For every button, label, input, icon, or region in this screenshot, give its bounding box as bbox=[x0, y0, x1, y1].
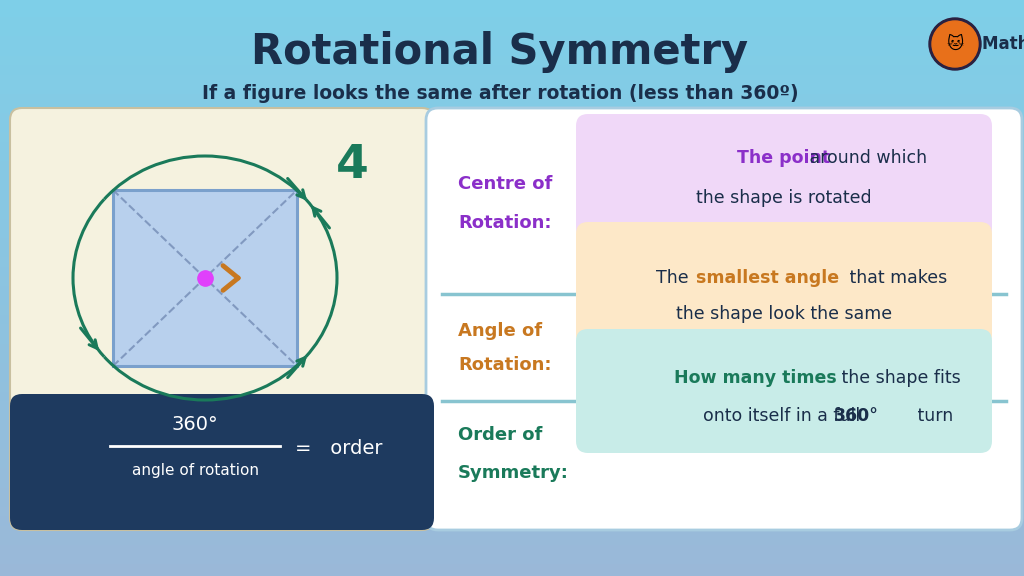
Text: the shape look the same: the shape look the same bbox=[676, 305, 892, 323]
Text: 4: 4 bbox=[336, 142, 369, 188]
Bar bbox=[0, 267, 1024, 278]
FancyBboxPatch shape bbox=[10, 394, 434, 530]
Text: If a figure looks the same after rotation (less than 360º): If a figure looks the same after rotatio… bbox=[202, 84, 799, 103]
Bar bbox=[0, 142, 1024, 154]
Text: How many times: How many times bbox=[674, 369, 837, 387]
Text: Rotation:: Rotation: bbox=[458, 214, 552, 232]
Bar bbox=[0, 545, 1024, 557]
Bar bbox=[0, 373, 1024, 384]
Bar bbox=[0, 449, 1024, 461]
Bar bbox=[0, 161, 1024, 173]
FancyBboxPatch shape bbox=[575, 222, 992, 346]
Bar bbox=[0, 65, 1024, 77]
Circle shape bbox=[932, 21, 978, 67]
Text: around which: around which bbox=[805, 149, 928, 167]
FancyBboxPatch shape bbox=[10, 108, 434, 530]
Bar bbox=[0, 75, 1024, 86]
Text: that makes: that makes bbox=[844, 269, 947, 287]
Bar bbox=[0, 171, 1024, 183]
Bar bbox=[0, 219, 1024, 230]
Bar bbox=[0, 200, 1024, 211]
Bar bbox=[0, 0, 1024, 10]
Bar bbox=[0, 344, 1024, 355]
Bar bbox=[0, 430, 1024, 442]
Bar bbox=[0, 94, 1024, 105]
Bar bbox=[0, 353, 1024, 365]
Bar bbox=[0, 257, 1024, 269]
Text: Symmetry:: Symmetry: bbox=[458, 464, 569, 482]
Bar bbox=[0, 401, 1024, 413]
Bar bbox=[22, 451, 422, 486]
Bar bbox=[0, 324, 1024, 336]
Bar bbox=[0, 439, 1024, 451]
Bar bbox=[0, 411, 1024, 422]
Bar bbox=[0, 536, 1024, 547]
Bar bbox=[0, 276, 1024, 288]
Bar bbox=[0, 17, 1024, 29]
Bar bbox=[0, 190, 1024, 202]
Bar bbox=[0, 248, 1024, 259]
Text: angle of rotation: angle of rotation bbox=[131, 464, 258, 479]
Bar bbox=[0, 555, 1024, 566]
Bar bbox=[0, 56, 1024, 67]
Bar bbox=[0, 478, 1024, 490]
Circle shape bbox=[929, 18, 981, 70]
Text: The point: The point bbox=[737, 149, 830, 167]
Text: onto itself in a full: onto itself in a full bbox=[702, 407, 865, 425]
Text: =   order: = order bbox=[295, 438, 383, 457]
Text: the shape fits: the shape fits bbox=[836, 369, 961, 387]
Text: 🐱: 🐱 bbox=[946, 35, 964, 53]
Text: Order of: Order of bbox=[458, 426, 543, 444]
Bar bbox=[0, 517, 1024, 528]
Bar bbox=[0, 526, 1024, 537]
Bar bbox=[0, 46, 1024, 58]
Bar bbox=[0, 104, 1024, 115]
Bar bbox=[0, 286, 1024, 298]
FancyBboxPatch shape bbox=[426, 108, 1022, 530]
Bar bbox=[0, 113, 1024, 125]
Bar bbox=[0, 132, 1024, 144]
Text: Maths Angel: Maths Angel bbox=[982, 35, 1024, 53]
Bar bbox=[0, 459, 1024, 471]
Bar bbox=[0, 420, 1024, 432]
Bar bbox=[0, 305, 1024, 317]
Bar bbox=[0, 382, 1024, 393]
Bar bbox=[0, 209, 1024, 221]
FancyBboxPatch shape bbox=[575, 329, 992, 453]
Bar bbox=[0, 363, 1024, 374]
Text: the shape is rotated: the shape is rotated bbox=[696, 189, 871, 207]
Bar bbox=[0, 315, 1024, 327]
Bar bbox=[0, 238, 1024, 249]
FancyBboxPatch shape bbox=[575, 114, 992, 240]
Bar bbox=[0, 334, 1024, 346]
Text: Centre of: Centre of bbox=[458, 175, 552, 193]
Bar bbox=[0, 497, 1024, 509]
Text: Angle of: Angle of bbox=[458, 321, 542, 339]
Bar bbox=[0, 123, 1024, 134]
Bar bbox=[0, 151, 1024, 163]
Text: The: The bbox=[656, 269, 694, 287]
Bar bbox=[0, 85, 1024, 96]
Text: turn: turn bbox=[912, 407, 953, 425]
Bar bbox=[0, 295, 1024, 307]
Text: Rotation:: Rotation: bbox=[458, 355, 552, 373]
Text: 360°: 360° bbox=[172, 415, 218, 434]
Bar bbox=[0, 392, 1024, 403]
Bar bbox=[0, 27, 1024, 39]
Bar bbox=[0, 488, 1024, 499]
Bar bbox=[0, 564, 1024, 576]
Bar bbox=[0, 229, 1024, 240]
Text: Rotational Symmetry: Rotational Symmetry bbox=[252, 31, 749, 73]
Bar bbox=[0, 36, 1024, 48]
Bar bbox=[0, 468, 1024, 480]
Text: 360°: 360° bbox=[834, 407, 879, 425]
Bar bbox=[0, 180, 1024, 192]
Bar bbox=[0, 507, 1024, 518]
Bar bbox=[113, 190, 297, 366]
Text: smallest angle: smallest angle bbox=[696, 269, 839, 287]
Bar bbox=[0, 7, 1024, 19]
